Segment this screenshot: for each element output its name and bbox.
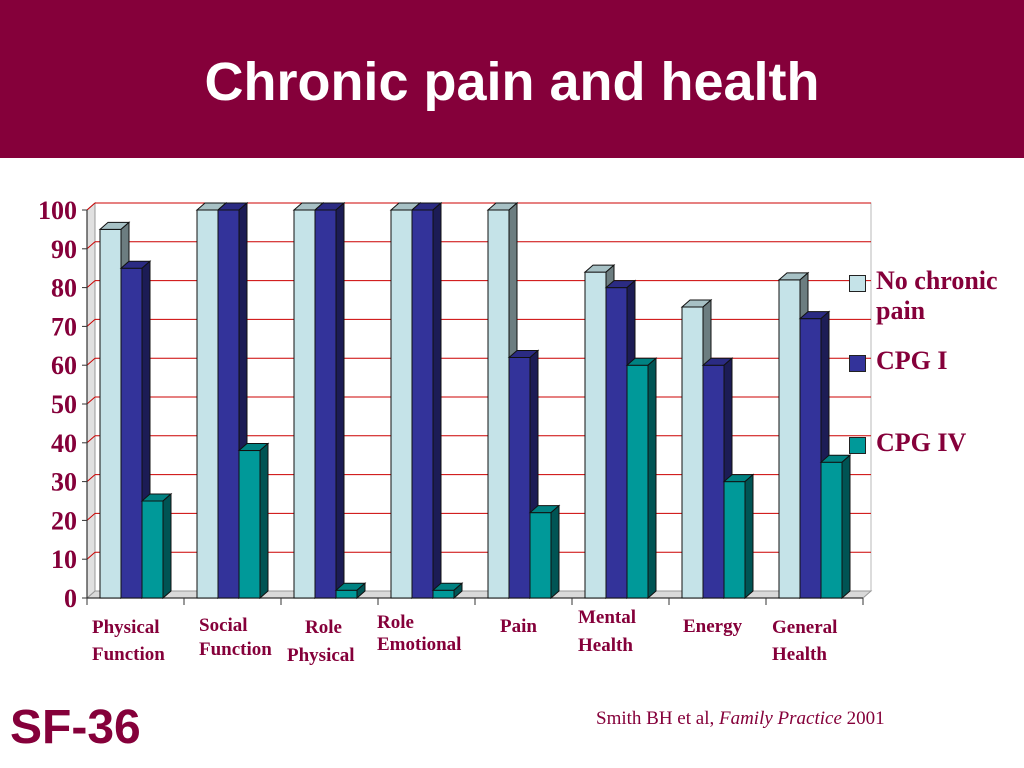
bar-cpg4 <box>431 582 464 600</box>
bar-cpg1 <box>313 201 346 600</box>
x-category-label: Social Function <box>199 614 272 662</box>
gridline-side <box>86 435 96 444</box>
citation: Smith BH et al, Family Practice 2001 <box>596 707 885 731</box>
bar-cpg4 <box>819 454 852 600</box>
y-tick-label: 30 <box>51 468 77 497</box>
x-category-label-line: Function <box>92 644 165 665</box>
x-category-label-line: Role <box>377 612 414 633</box>
x-category-label-line: Role <box>305 617 342 638</box>
x-category-label-line: Function <box>199 639 272 660</box>
gridline-side <box>86 319 96 327</box>
x-category-label-line: Energy <box>683 616 743 637</box>
y-tick-label: 0 <box>64 584 77 613</box>
x-category-label: General Health <box>772 614 837 668</box>
y-tick-label: 70 <box>51 312 77 341</box>
bar-chart: 0 10 20 30 40 50 60 70 80 90 100 <box>38 196 873 613</box>
x-category-label: Pain <box>500 614 537 640</box>
x-category-label-line: General <box>772 617 838 638</box>
bar-cpg4 <box>140 492 173 600</box>
x-category-label-line: Health <box>772 644 827 665</box>
citation-authors: Smith BH et al, <box>596 708 715 729</box>
bar-cpg4 <box>528 504 561 600</box>
page-title: Chronic pain and health <box>204 52 820 112</box>
x-category-label-line: Health <box>578 635 633 656</box>
citation-journal: Family Practice <box>718 708 842 729</box>
bar-cpg4 <box>625 357 658 600</box>
legend-label-no-chronic-pain: No chronic pain <box>876 266 998 325</box>
legend-swatch-cpg4 <box>849 437 866 454</box>
gridline-side <box>86 280 96 288</box>
bar-cpg1 <box>410 201 443 600</box>
x-category-label-line: Emotional <box>377 634 462 655</box>
x-category-label-line: Physical <box>287 645 355 666</box>
x-category-label-line: Pain <box>500 616 537 637</box>
gridline-side <box>86 241 96 250</box>
gridline-side <box>86 513 96 521</box>
legend-swatch-no-chronic-pain <box>849 275 866 292</box>
bar-cpg4 <box>237 442 270 600</box>
x-category-label: Role Emotional <box>377 612 461 656</box>
gridline-side <box>86 474 96 482</box>
citation-year: 2001 <box>846 708 885 729</box>
bar-cpg4 <box>722 473 755 600</box>
legend-label-cpg4: CPG IV <box>876 428 967 457</box>
gridline-side <box>86 551 96 560</box>
x-category-label: Physical Function <box>92 614 165 668</box>
gridline-side <box>86 202 96 211</box>
x-category-label: Energy <box>683 614 742 640</box>
y-tick-label: 90 <box>51 235 77 264</box>
bar-cpg1 <box>216 201 249 600</box>
y-tick-label: 50 <box>51 390 77 419</box>
y-tick-label: 40 <box>51 429 77 458</box>
y-tick-label: 60 <box>51 351 77 380</box>
y-tick-label: 100 <box>38 196 77 225</box>
gridline-side <box>86 396 96 405</box>
x-category-label-line: Physical <box>92 617 160 638</box>
sf36-label: SF-36 <box>10 701 141 754</box>
x-category-label: Mental Health <box>578 604 636 660</box>
y-tick-label: 80 <box>51 274 77 303</box>
x-category-label-line: Mental <box>578 607 637 628</box>
title-banner: Chronic pain and health <box>0 0 1024 158</box>
x-category-label: Role Physical <box>287 614 355 670</box>
gridline-side <box>86 357 96 366</box>
y-tick-label: 20 <box>51 506 77 535</box>
legend-swatch-cpg1 <box>849 355 866 372</box>
y-tick-label: 10 <box>51 545 77 574</box>
x-category-label-line: Social <box>199 615 248 636</box>
legend-label-cpg1: CPG I <box>876 346 948 375</box>
bar-cpg4 <box>334 582 367 600</box>
